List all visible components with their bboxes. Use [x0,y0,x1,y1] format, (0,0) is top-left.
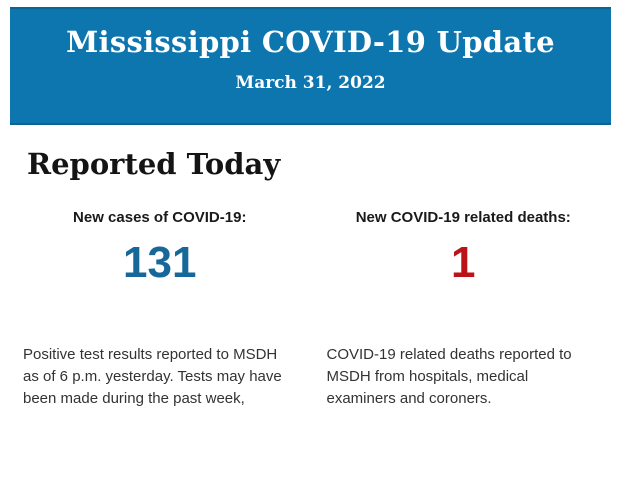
stat-new-deaths: New COVID-19 related deaths: 1 COVID-19 … [327,209,601,410]
stats-grid: New cases of COVID-19: 131 Positive test… [23,209,600,410]
page-title: Mississippi COVID-19 Update [66,25,555,59]
section-heading: Reported Today [27,147,281,181]
header-banner: Mississippi COVID-19 Update March 31, 20… [10,7,611,125]
new-cases-description: Positive test results reported to MSDH a… [23,346,282,407]
new-cases-label: New cases of COVID-19: [73,209,247,226]
new-deaths-value: 1 [451,238,476,287]
new-cases-value: 131 [123,238,197,287]
new-deaths-description: COVID-19 related deaths reported to MSDH… [326,346,572,407]
covid-update-page: Mississippi COVID-19 Update March 31, 20… [0,7,620,410]
new-deaths-label: New COVID-19 related deaths: [355,209,571,226]
main-content: Reported Today New cases of COVID-19: 13… [0,145,620,410]
report-date: March 31, 2022 [235,73,386,93]
stat-new-cases: New cases of COVID-19: 131 Positive test… [23,209,297,410]
